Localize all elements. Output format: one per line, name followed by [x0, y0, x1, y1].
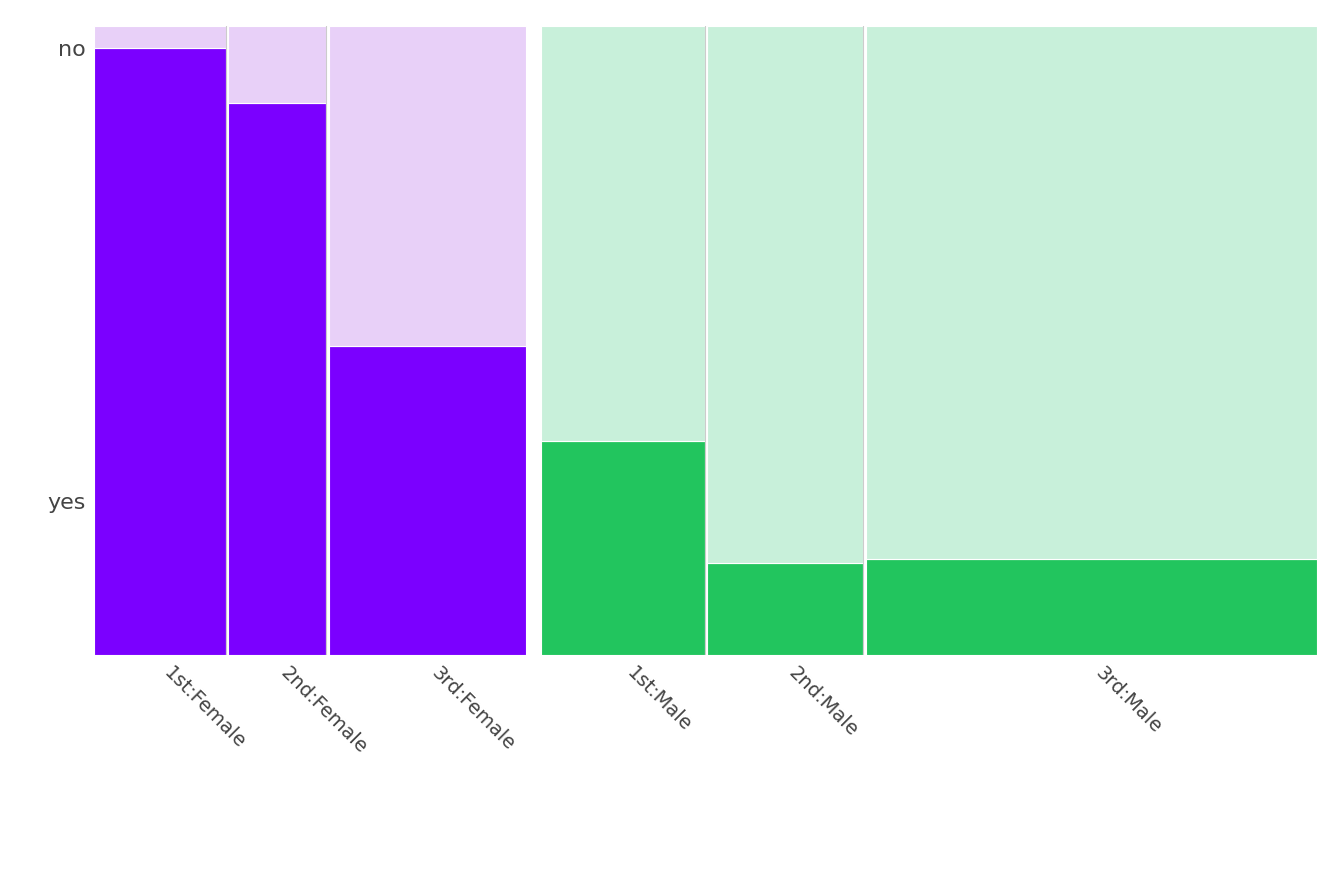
Bar [329, 26, 527, 347]
Bar [707, 26, 863, 563]
Bar [94, 48, 226, 655]
Bar [540, 441, 704, 655]
Bar [866, 559, 1317, 655]
Bar [329, 347, 527, 655]
Bar [707, 563, 863, 655]
Bar [866, 26, 1317, 559]
Bar [228, 102, 327, 655]
Bar [94, 26, 226, 48]
Bar [228, 26, 327, 102]
Bar [540, 26, 704, 441]
